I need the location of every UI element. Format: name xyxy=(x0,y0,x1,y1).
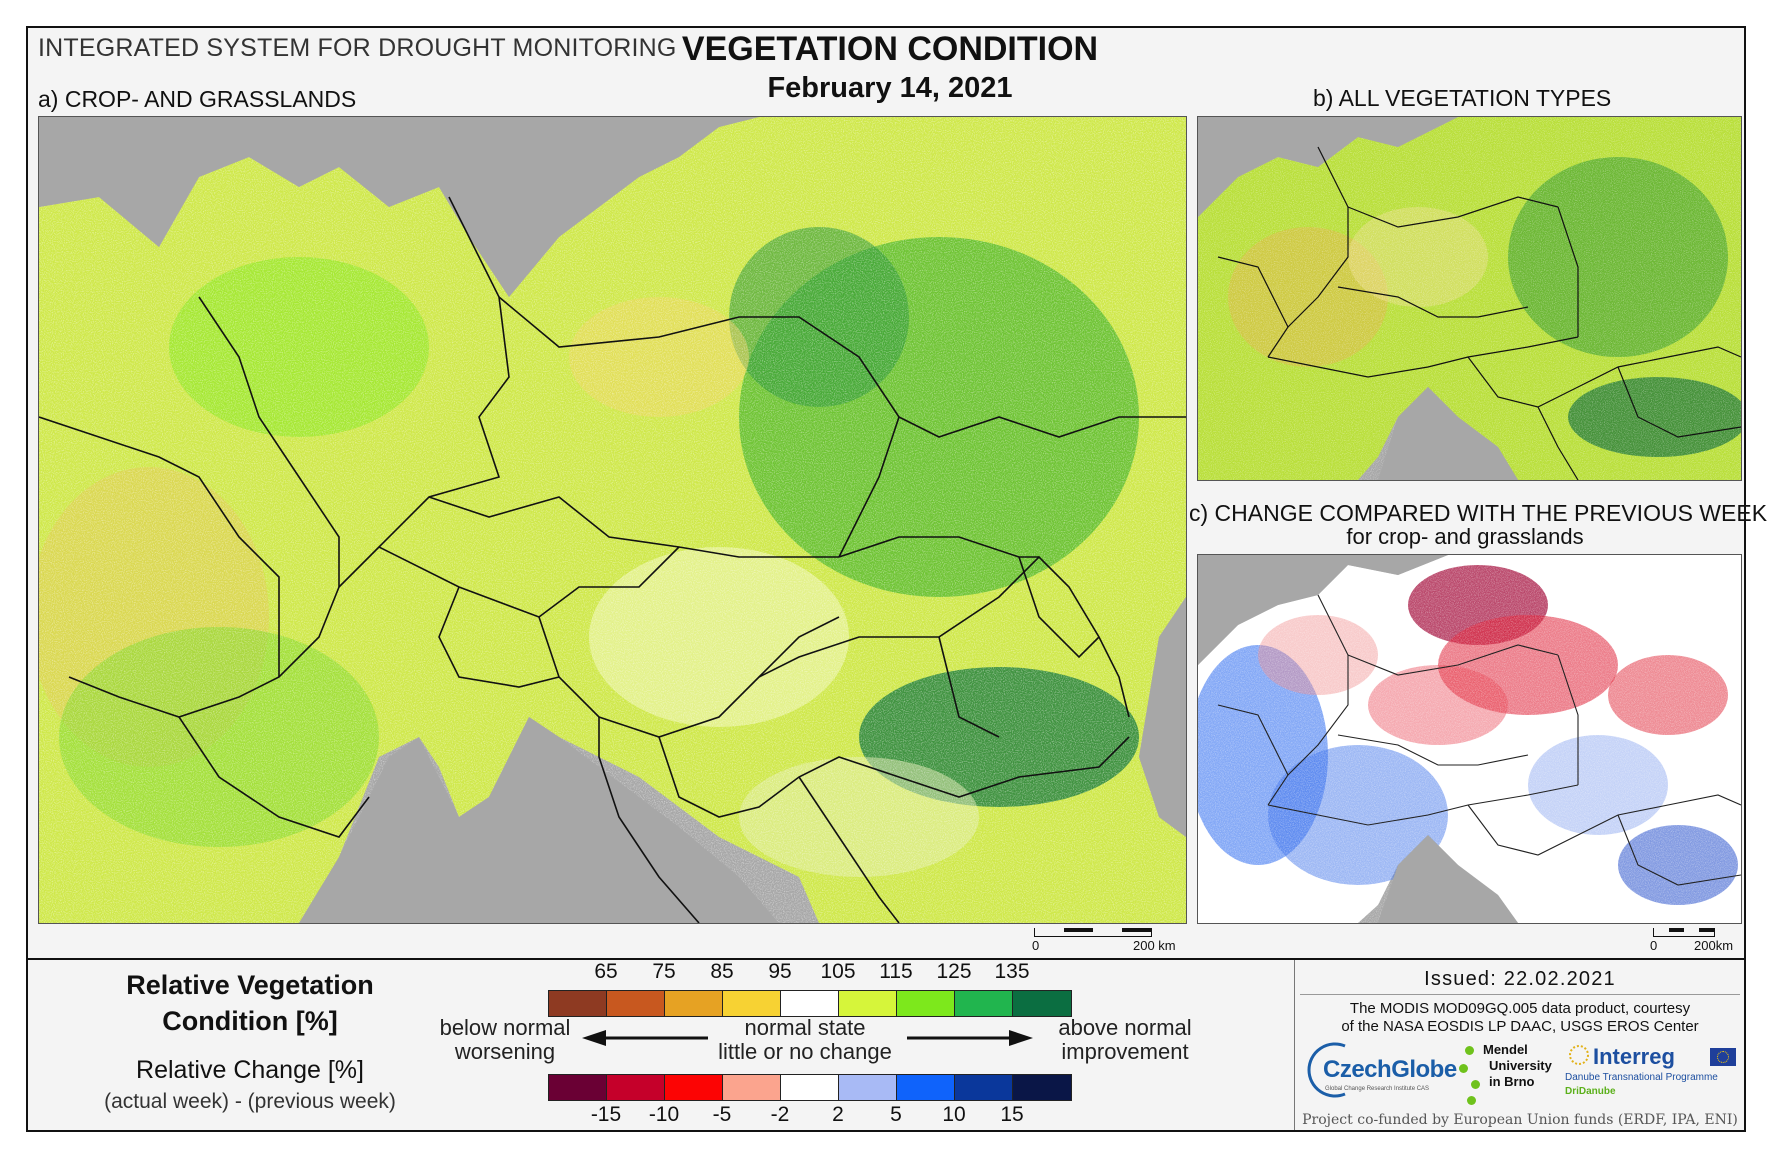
scalebar-c-zero: 0 xyxy=(1650,938,1658,953)
change-swatch xyxy=(897,1075,955,1100)
interreg-text: Interreg xyxy=(1593,1044,1675,1069)
change-tick-label: 5 xyxy=(890,1103,902,1126)
credit-line-2: of the NASA EOSDIS LP DAAC, USGS EROS Ce… xyxy=(1341,1018,1699,1035)
rvc-swatch xyxy=(897,991,955,1016)
rvc-tick-label: 125 xyxy=(936,960,972,983)
interreg-star-icon xyxy=(1569,1045,1589,1065)
mendel-text-2: University xyxy=(1489,1058,1552,1073)
scalebar-c-distance: 200km xyxy=(1694,938,1734,953)
change-swatch xyxy=(781,1075,839,1100)
rvc-tick-label: 75 xyxy=(652,960,676,983)
mendel-text-3: in Brno xyxy=(1489,1074,1535,1089)
issued-divider xyxy=(1300,994,1740,995)
change-swatch xyxy=(955,1075,1013,1100)
change-swatch xyxy=(723,1075,781,1100)
change-swatch xyxy=(607,1075,665,1100)
czechglobe-subtext: Global Change Research Institute CAS xyxy=(1325,1086,1430,1092)
mendel-logo: Mendel University in Brno xyxy=(1459,1042,1565,1105)
change-tick-label: 15 xyxy=(1000,1103,1024,1126)
rvc-color-bar xyxy=(548,990,1072,1017)
arrow-right-icon xyxy=(907,1030,1033,1046)
czechglobe-text: CzechGlobe xyxy=(1323,1056,1457,1083)
issued-date: Issued: 22.02.2021 xyxy=(1424,968,1616,990)
change-tick-label: -5 xyxy=(712,1103,732,1126)
rvc-tick-label: 115 xyxy=(879,960,913,983)
legend-title-line2: Condition [%] xyxy=(162,1006,338,1036)
map-crop-grasslands xyxy=(38,116,1187,924)
change-swatch xyxy=(839,1075,897,1100)
label-above-normal: above normal xyxy=(1058,1015,1192,1040)
scalebar-a xyxy=(1034,928,1152,937)
rvc-tick-label: 135 xyxy=(994,960,1030,983)
change-swatch xyxy=(665,1075,723,1100)
rvc-tick-label: 95 xyxy=(768,960,792,983)
panel-c-label: c) CHANGE COMPARED WITH THE PREVIOUS WEE… xyxy=(1189,500,1768,526)
change-legend-formula: (actual week) - (previous week) xyxy=(104,1090,396,1113)
change-swatch xyxy=(1013,1075,1071,1100)
rvc-tick-label: 85 xyxy=(710,960,734,983)
change-tick-label: 2 xyxy=(832,1103,844,1126)
change-swatch xyxy=(549,1075,607,1100)
rvc-swatch xyxy=(1013,991,1071,1016)
czechglobe-logo: CzechGlobe Global Change Research Instit… xyxy=(1305,1040,1465,1100)
rvc-swatch xyxy=(549,991,607,1016)
change-legend-title: Relative Change [%] xyxy=(136,1056,364,1084)
rvc-swatch xyxy=(607,991,665,1016)
panel-a-label: a) CROP- AND GRASSLANDS xyxy=(38,86,357,112)
rvc-swatch xyxy=(723,991,781,1016)
label-improvement: improvement xyxy=(1061,1039,1189,1064)
scalebar-a-zero: 0 xyxy=(1032,938,1040,953)
label-little-change: little or no change xyxy=(718,1039,892,1064)
rvc-swatch xyxy=(781,991,839,1016)
arrow-left-icon xyxy=(582,1030,708,1046)
footer-divider xyxy=(1294,960,1295,1130)
change-tick-label: 10 xyxy=(942,1103,966,1126)
change-tick-label: -15 xyxy=(590,1103,622,1126)
eu-flag-icon xyxy=(1710,1048,1736,1066)
rvc-tick-label: 65 xyxy=(594,960,618,983)
rvc-swatch xyxy=(955,991,1013,1016)
interreg-subtext-2: DriDanube xyxy=(1565,1086,1616,1097)
label-below-normal: below normal xyxy=(439,1015,571,1040)
change-color-bar xyxy=(548,1074,1072,1101)
map-weekly-change xyxy=(1197,554,1742,924)
credit-line-1: The MODIS MOD09GQ.005 data product, cour… xyxy=(1349,1000,1691,1017)
scalebar-c xyxy=(1653,928,1715,937)
rvc-tick-label: 105 xyxy=(820,960,856,983)
page-title: VEGETATION CONDITION xyxy=(681,30,1099,68)
legend-divider xyxy=(28,958,1744,960)
panel-b-label: b) ALL VEGETATION TYPES xyxy=(1313,85,1612,111)
cofund-note: Project co-funded by European Union fund… xyxy=(1302,1112,1738,1128)
scalebar-a-distance: 200 km xyxy=(1133,938,1176,953)
map-date: February 14, 2021 xyxy=(767,72,1013,104)
panel-c-sublabel: for crop- and grasslands xyxy=(1346,524,1584,549)
mendel-text-1: Mendel xyxy=(1483,1042,1528,1057)
legend-title-line1: Relative Vegetation xyxy=(126,970,374,1000)
change-tick-label: -2 xyxy=(770,1103,790,1126)
label-worsening: worsening xyxy=(454,1039,556,1064)
system-title: INTEGRATED SYSTEM FOR DROUGHT MONITORING xyxy=(38,34,677,62)
map-all-vegetation xyxy=(1197,116,1742,481)
rvc-swatch xyxy=(839,991,897,1016)
label-normal-state: normal state xyxy=(744,1015,866,1040)
interreg-subtext-1: Danube Transnational Programme xyxy=(1565,1072,1718,1083)
rvc-swatch xyxy=(665,991,723,1016)
change-tick-label: -10 xyxy=(648,1103,680,1126)
interreg-logo: Interreg Danube Transnational Programme … xyxy=(1565,1042,1740,1104)
